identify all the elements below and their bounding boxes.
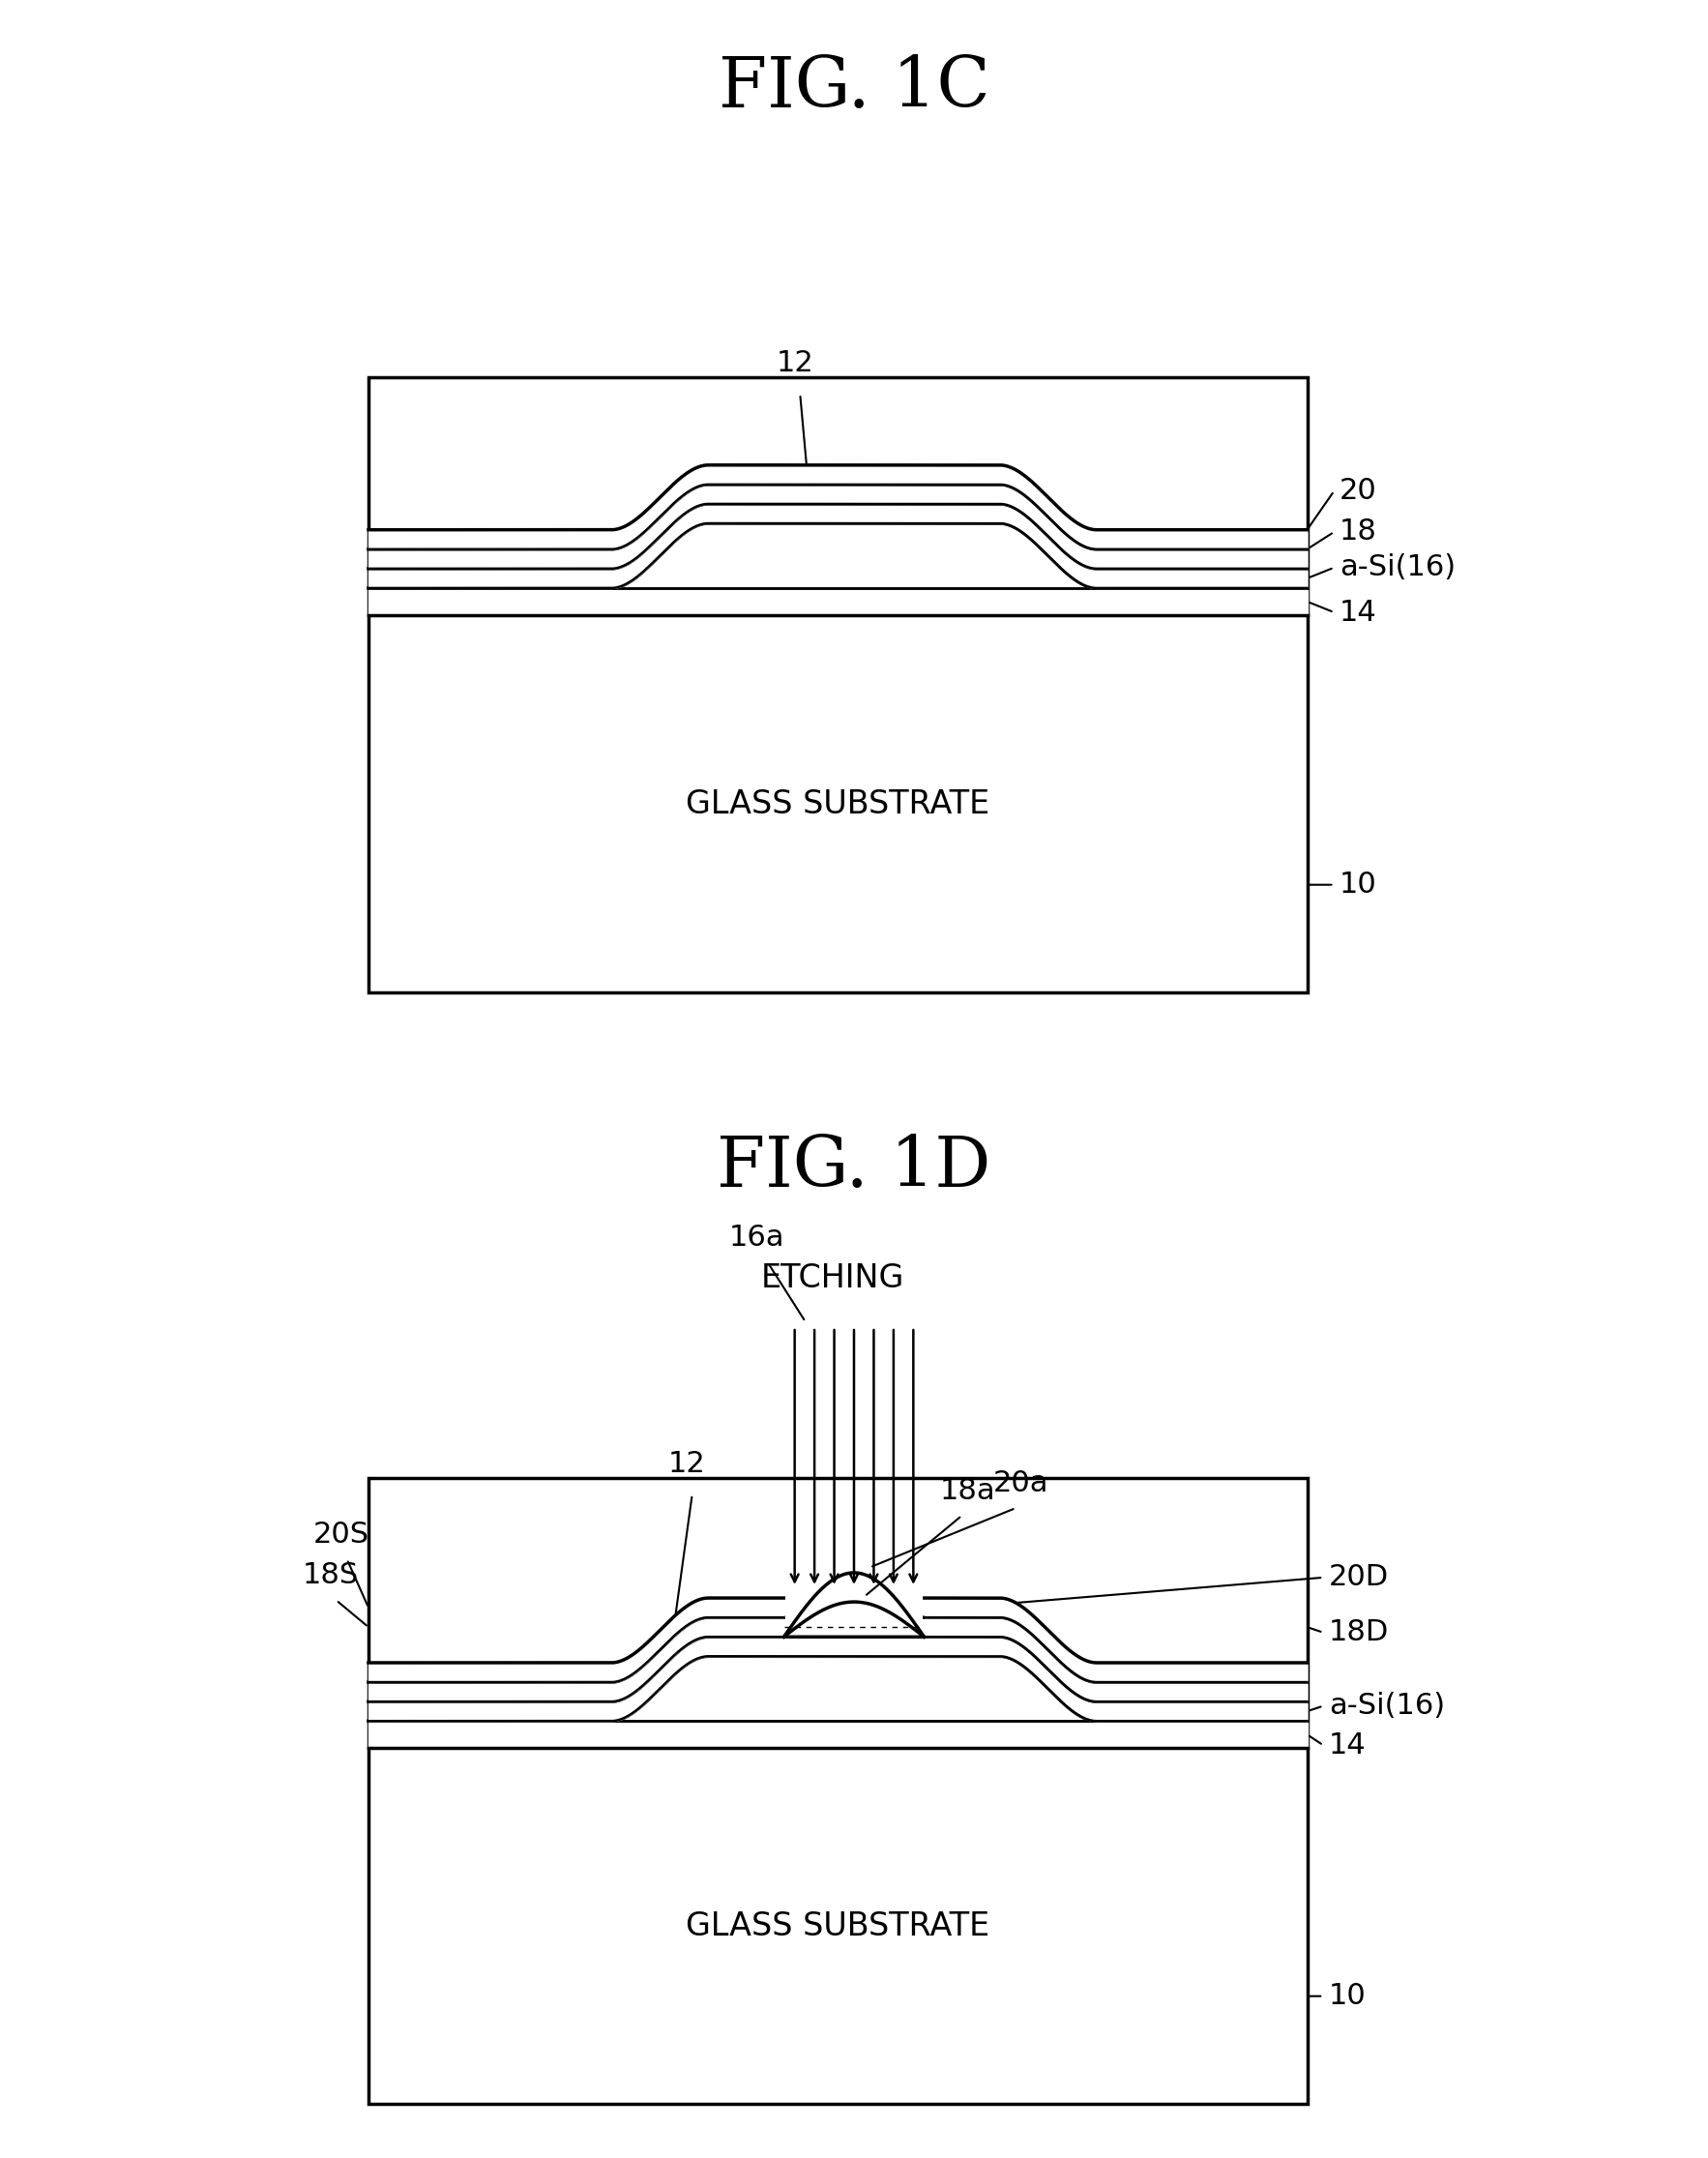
Text: 10: 10 [1339,872,1377,898]
Text: 18a: 18a [939,1476,996,1504]
Text: 20: 20 [1339,477,1377,505]
Text: 14: 14 [1339,598,1377,626]
Text: 20a: 20a [994,1470,1049,1498]
Text: ETCHING: ETCHING [760,1262,904,1295]
Text: 12: 12 [668,1450,705,1478]
Text: 16a: 16a [729,1224,784,1252]
Bar [369,1478,1307,2104]
Bar [369,378,1307,993]
Text: FIG. 1D: FIG. 1D [717,1133,991,1202]
Text: a-Si(16): a-Si(16) [1339,555,1455,581]
Text: 14: 14 [1329,1731,1366,1759]
Text: 18D: 18D [1329,1618,1389,1647]
Text: 12: 12 [775,350,813,378]
Text: FIG. 1C: FIG. 1C [719,54,989,123]
Text: 18S: 18S [302,1562,359,1588]
Text: 18: 18 [1339,518,1377,546]
Text: GLASS SUBSTRATE: GLASS SUBSTRATE [687,788,989,820]
Text: 20S: 20S [314,1521,369,1549]
Text: a-Si(16): a-Si(16) [1329,1692,1445,1720]
Text: 20D: 20D [1329,1565,1389,1590]
Text: GLASS SUBSTRATE: GLASS SUBSTRATE [687,1910,989,1942]
Text: 10: 10 [1329,1983,1366,2009]
